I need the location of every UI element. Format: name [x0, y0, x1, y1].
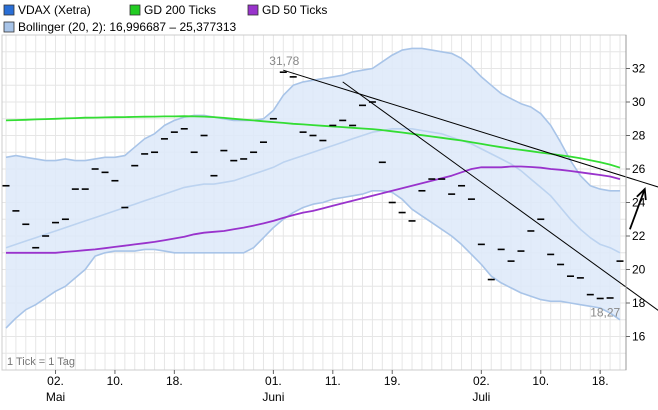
trendline	[283, 69, 658, 188]
legend-swatch	[3, 4, 15, 16]
y-tick-label: 22	[632, 229, 646, 243]
y-tick-label: 26	[632, 162, 646, 176]
x-tick-label: 11.	[325, 374, 341, 388]
tick-footnote: 1 Tick = 1 Tag	[7, 356, 75, 368]
x-month-label: Juli	[472, 390, 490, 404]
bollinger-band-fill	[6, 48, 620, 329]
arrow-shaft	[629, 188, 646, 230]
legend-label: VDAX (Xetra)	[18, 3, 91, 17]
x-tick-label: 02.	[47, 374, 64, 388]
y-tick-label: 30	[632, 95, 646, 109]
x-tick-label: 10.	[532, 374, 549, 388]
legend-swatch	[3, 21, 15, 33]
bollinger-band	[5, 47, 621, 329]
trendlines: 31,78 18,27 1 Tick = 1 Tag	[7, 54, 658, 368]
x-month-label: Mai	[46, 390, 65, 404]
legend-label: Bollinger (20, 2): 16,996687 – 25,377313	[18, 20, 236, 34]
vdax-ticks	[2, 71, 624, 300]
legend-swatch	[129, 4, 141, 16]
bollinger-middle-line	[5, 128, 621, 254]
annotation-high: 31,78	[269, 54, 299, 68]
arrow-head	[636, 187, 647, 201]
bollinger-lower-line	[5, 190, 621, 329]
y-tick-label: 32	[632, 62, 646, 76]
y-tick-label: 20	[632, 263, 646, 277]
x-tick-label: 19.	[384, 374, 401, 388]
y-tick-label: 24	[632, 196, 646, 210]
gd200-line	[5, 115, 621, 169]
y-tick-label: 28	[632, 129, 646, 143]
y-tick-label: 16	[632, 330, 646, 344]
legend: VDAX (Xetra) GD 200 Ticks GD 50 Ticks Bolli…	[3, 3, 327, 34]
y-tick-label: 18	[632, 296, 646, 310]
legend-label: GD 200 Ticks	[144, 3, 216, 17]
axes: 16 18 20 22 24 26 28 30 32 02. Mai 10. 18. 01. Juni 11.…	[1, 34, 646, 404]
x-tick-label: 18.	[166, 374, 183, 388]
x-month-label: Juni	[262, 390, 284, 404]
legend-swatch	[247, 4, 259, 16]
bollinger-upper-line	[5, 47, 620, 192]
moving-average-lines	[5, 115, 621, 254]
x-tick-label: 02.	[473, 374, 490, 388]
x-tick-label: 18.	[592, 374, 609, 388]
x-tick-label: 01.	[265, 374, 282, 388]
annotation-low: 18,27	[590, 305, 620, 319]
trendline	[342, 81, 658, 311]
legend-label: GD 50 Ticks	[262, 3, 327, 17]
gd50-line	[6, 165, 621, 254]
x-tick-label: 10.	[107, 374, 124, 388]
